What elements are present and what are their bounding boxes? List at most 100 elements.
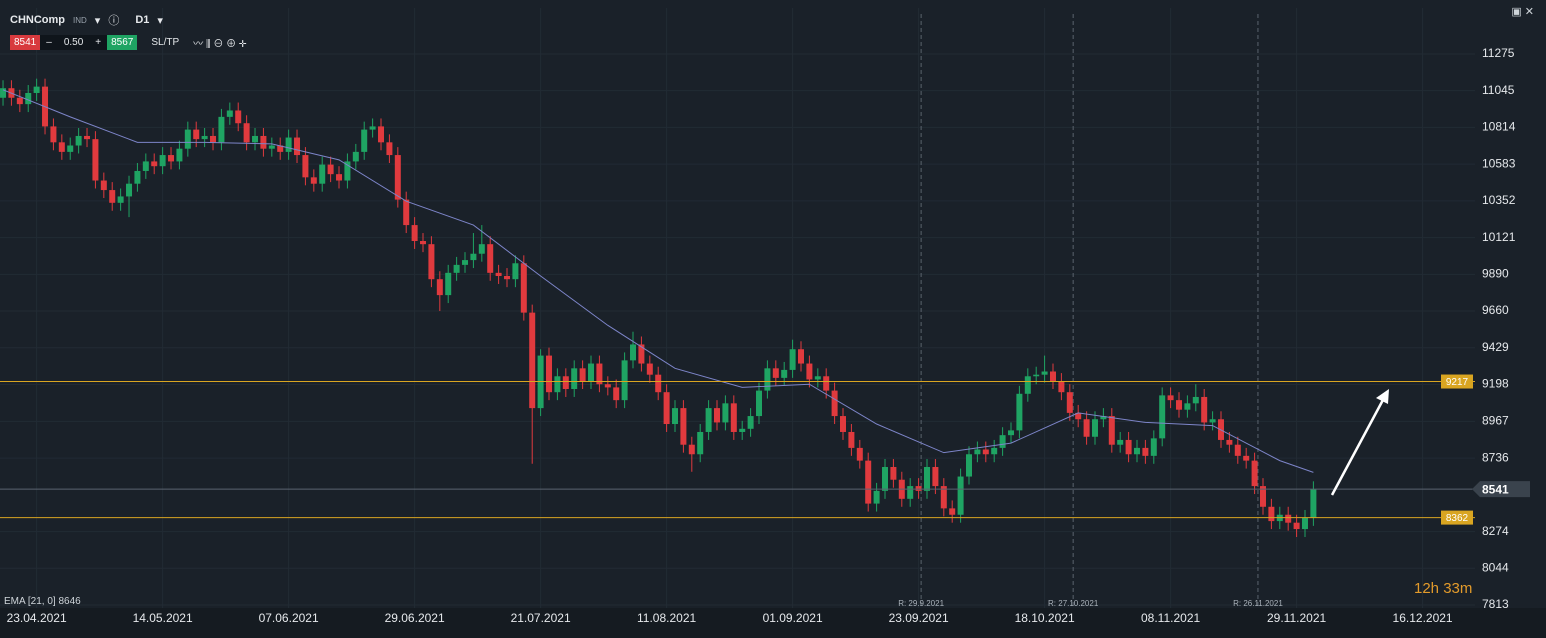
candle-body <box>310 177 317 184</box>
spread[interactable]: 0.50 <box>57 35 90 50</box>
candle-body <box>923 466 930 491</box>
candle-body <box>655 374 662 393</box>
buy-price[interactable]: 8567 <box>107 35 138 50</box>
candle-body <box>512 263 519 280</box>
candle-body <box>420 240 427 245</box>
dropdown[interactable]: ▾ <box>157 14 163 27</box>
candle-body <box>1251 460 1258 487</box>
y-tick-label: 10121 <box>1482 230 1516 244</box>
price-badge-label: 8362 <box>1446 513 1469 524</box>
candle-body <box>1159 395 1166 439</box>
candle-body <box>991 447 998 455</box>
candle-body <box>193 129 200 140</box>
y-tick-label: 11275 <box>1482 46 1515 60</box>
candle-body <box>268 145 275 149</box>
candle-body <box>814 376 821 380</box>
candle-body <box>294 137 301 156</box>
y-tick-label: 7813 <box>1482 597 1509 611</box>
candle-body <box>1125 439 1132 455</box>
candle-body <box>252 135 259 143</box>
candle-body <box>571 368 578 390</box>
candle-body <box>25 92 32 105</box>
candle-body <box>344 161 351 181</box>
y-tick-label: 10814 <box>1482 120 1516 134</box>
candle-body <box>1066 392 1073 413</box>
candle-body <box>1293 522 1300 530</box>
x-tick-label: 23.09.2021 <box>889 611 949 625</box>
dropdown[interactable]: ▾ <box>94 14 101 27</box>
axis: 7813 8044 8274 8736 8967 9198 9429 9660 9890 1012… <box>7 46 1530 625</box>
candle-body <box>890 466 897 480</box>
grid <box>0 8 1475 608</box>
window-controls[interactable]: ▣ ✕ <box>1511 6 1534 18</box>
timeframe[interactable]: D1 <box>135 14 150 26</box>
candle-body <box>1007 430 1014 436</box>
minus[interactable]: – <box>40 35 58 50</box>
candle-body <box>680 408 687 445</box>
x-axis-strip <box>0 608 1546 638</box>
symbol[interactable]: CHNComp <box>10 14 65 26</box>
sell-price[interactable]: 8541 <box>10 35 41 50</box>
candle-body <box>882 466 888 491</box>
candle-body <box>462 260 469 265</box>
candle-body <box>1184 403 1191 410</box>
candle-body <box>1150 438 1157 456</box>
candle-body <box>1091 419 1098 437</box>
candle-body <box>1268 506 1275 522</box>
candle-body <box>697 431 704 455</box>
candle-body <box>999 435 1006 448</box>
candle-body <box>823 376 830 391</box>
candle-body <box>411 225 418 241</box>
candle-body <box>495 272 502 277</box>
sltp[interactable]: SL/TP <box>151 37 180 48</box>
candle-body <box>974 449 981 455</box>
candle-body <box>1175 400 1182 410</box>
kind: IND <box>73 15 87 25</box>
candle-body <box>1117 439 1124 445</box>
trade-bar: 8541 – 0.50 + 8567 SL/TP 〰 ⫼ ⊖ ⊕ ✛ <box>10 35 246 50</box>
candle-body <box>134 170 141 184</box>
candle-body <box>638 344 645 364</box>
candle-body <box>50 126 57 143</box>
price-badge-label: 9217 <box>1446 377 1469 388</box>
candle-body <box>453 264 460 273</box>
candle-body <box>487 244 494 273</box>
info-icon[interactable]: ⓘ <box>108 15 120 27</box>
y-tick-label: 9429 <box>1482 340 1509 354</box>
y-tick-label: 9660 <box>1482 303 1509 317</box>
candle-body <box>378 126 385 143</box>
candle-body <box>1142 447 1149 456</box>
candle-body <box>1033 374 1040 377</box>
tool-icons[interactable]: 〰 ⫼ ⊖ ⊕ ✛ <box>193 39 247 50</box>
current-price-badge <box>1472 481 1530 498</box>
candle-body <box>126 183 133 197</box>
candle-body <box>965 454 972 477</box>
toolbar: CHNComp IND ▾ ⓘ D1 ▾ <box>10 12 163 28</box>
y-tick-label: 10352 <box>1482 193 1516 207</box>
price-badge <box>1441 510 1473 525</box>
candle-body <box>798 349 805 364</box>
plot <box>0 78 1475 538</box>
candle-body <box>957 476 964 515</box>
ema-legend: EMA [21, 0] 8646 <box>4 596 81 607</box>
event-label: R: 26.11.2021 <box>1233 599 1283 608</box>
candle-body <box>117 196 124 203</box>
x-tick-label: 21.07.2021 <box>511 611 571 625</box>
candle-body <box>579 368 586 382</box>
candle-body <box>646 363 653 375</box>
candle-body <box>226 110 233 117</box>
candle-body <box>982 449 989 455</box>
candle-body <box>403 199 410 226</box>
x-tick-label: 07.06.2021 <box>259 611 319 625</box>
plus[interactable]: + <box>89 35 108 50</box>
candle-body <box>235 110 242 124</box>
x-tick-label: 01.09.2021 <box>763 611 823 625</box>
price-badge <box>1441 374 1473 389</box>
candle-body <box>932 466 939 487</box>
current-price-label: 8541 <box>1482 482 1509 496</box>
candle-body <box>1041 371 1048 375</box>
candle-body <box>1201 396 1208 423</box>
candle-body <box>562 376 569 390</box>
